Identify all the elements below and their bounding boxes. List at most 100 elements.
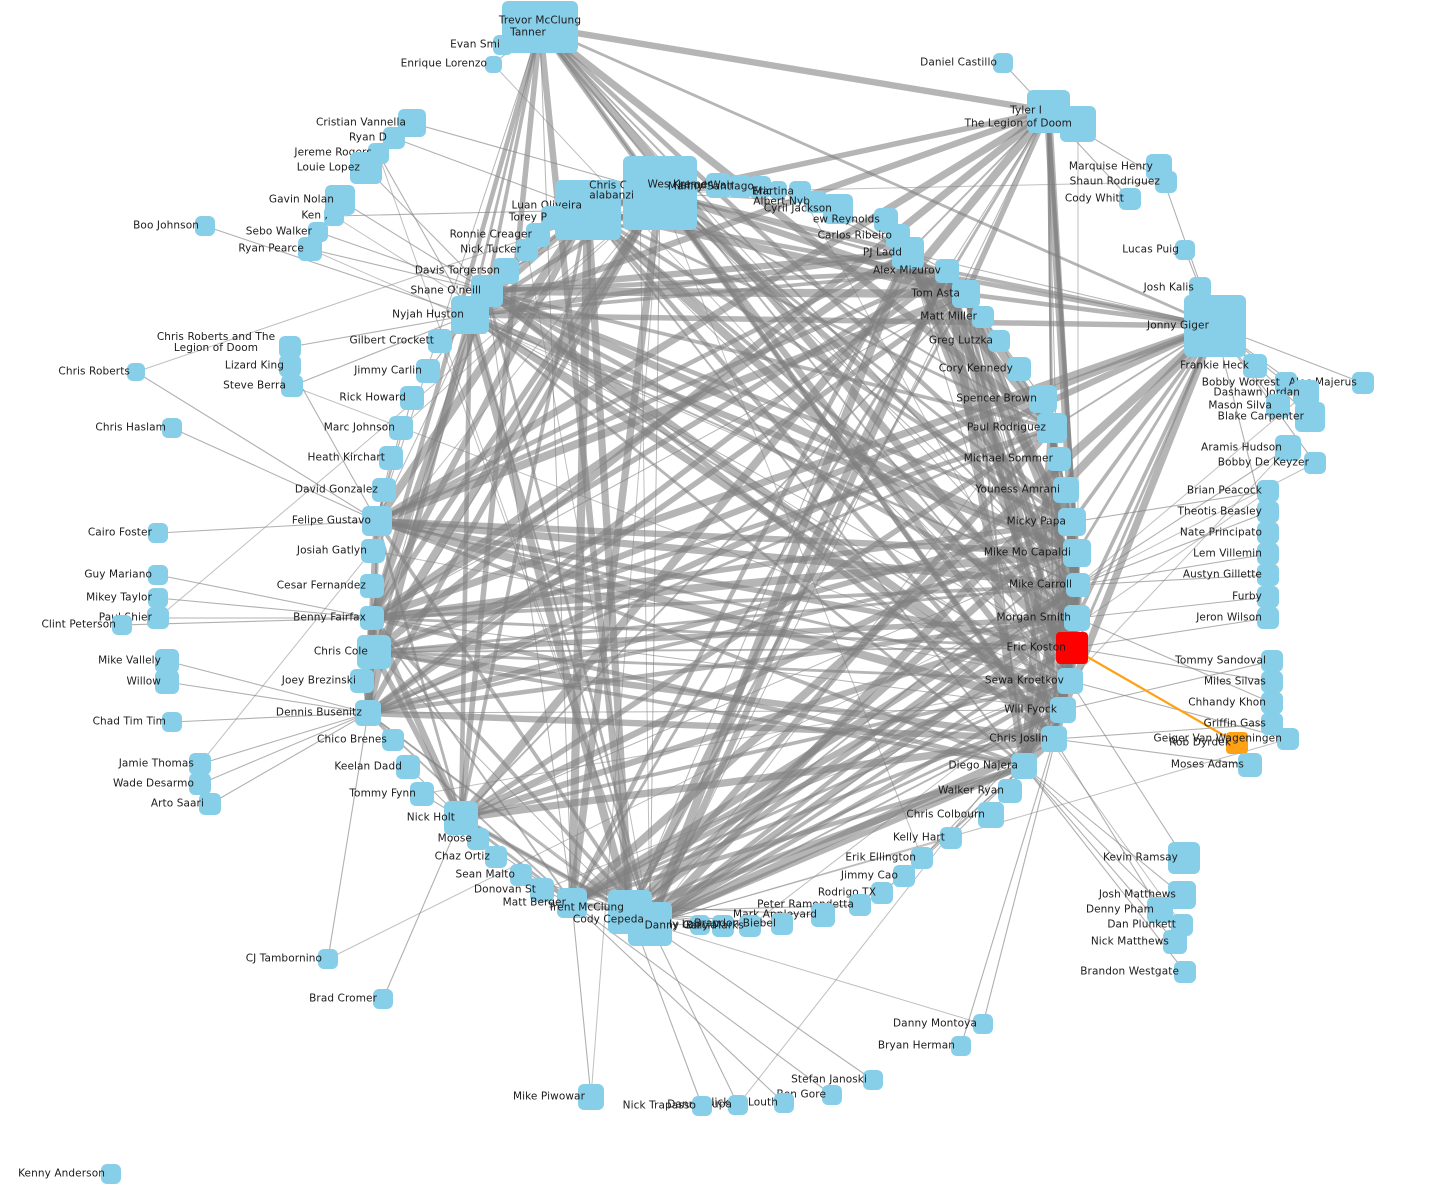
graph-node[interactable] <box>805 191 827 213</box>
graph-node[interactable] <box>372 478 396 502</box>
graph-node[interactable] <box>690 915 710 935</box>
graph-node[interactable] <box>112 615 132 635</box>
graph-node[interactable] <box>416 359 440 383</box>
graph-node[interactable] <box>823 194 853 224</box>
graph-node[interactable] <box>952 280 980 308</box>
graph-node[interactable] <box>1037 413 1067 443</box>
graph-node[interactable] <box>978 802 1004 828</box>
graph-node[interactable] <box>1163 930 1187 954</box>
graph-node[interactable] <box>871 882 893 904</box>
graph-node[interactable] <box>355 700 381 726</box>
graph-node[interactable] <box>162 418 182 438</box>
graph-node[interactable] <box>1257 501 1279 523</box>
graph-node[interactable] <box>1184 295 1246 357</box>
graph-node[interactable] <box>360 574 384 598</box>
graph-node[interactable] <box>1257 543 1279 565</box>
graph-node[interactable] <box>1050 697 1076 723</box>
graph-node[interactable] <box>1041 726 1067 752</box>
graph-node[interactable] <box>189 773 211 795</box>
graph-node[interactable] <box>1275 435 1301 461</box>
graph-node[interactable] <box>396 755 420 779</box>
graph-node[interactable] <box>1058 508 1086 536</box>
graph-node[interactable] <box>1295 402 1325 432</box>
graph-node[interactable] <box>467 828 489 850</box>
graph-node[interactable] <box>1304 452 1326 474</box>
graph-node[interactable] <box>973 1014 993 1034</box>
graph-node[interactable] <box>998 779 1022 803</box>
graph-node[interactable] <box>510 864 532 886</box>
graph-node[interactable] <box>1266 394 1290 418</box>
graph-node[interactable] <box>972 306 994 328</box>
graph-node[interactable] <box>1277 728 1299 750</box>
graph-node[interactable] <box>1011 753 1037 779</box>
graph-node[interactable] <box>1257 586 1279 608</box>
graph-node[interactable] <box>410 782 434 806</box>
graph-node[interactable] <box>148 588 168 608</box>
graph-node[interactable] <box>428 329 452 353</box>
graph-node[interactable] <box>1261 650 1283 672</box>
graph-node[interactable] <box>1257 480 1279 502</box>
graph-node[interactable] <box>382 729 404 751</box>
graph-node[interactable] <box>1057 668 1083 694</box>
graph-node[interactable] <box>485 846 507 868</box>
graph-node[interactable] <box>822 1085 842 1105</box>
graph-node[interactable] <box>155 649 179 673</box>
graph-node[interactable] <box>189 753 211 775</box>
graph-node[interactable] <box>892 237 924 269</box>
graph-node[interactable] <box>493 35 513 55</box>
graph-node[interactable] <box>1275 372 1297 394</box>
graph-node[interactable] <box>728 174 752 198</box>
graph-node[interactable] <box>1243 354 1267 378</box>
graph-node[interactable] <box>389 416 413 440</box>
graph-node[interactable] <box>298 237 322 261</box>
graph-node[interactable] <box>739 915 761 937</box>
graph-node[interactable] <box>893 865 915 887</box>
graph-node[interactable] <box>155 670 179 694</box>
graph-node[interactable] <box>692 1096 712 1116</box>
graph-node[interactable] <box>148 565 168 585</box>
graph-node[interactable] <box>769 181 787 199</box>
graph-node[interactable] <box>379 446 403 470</box>
graph-node[interactable] <box>1257 607 1279 629</box>
graph-node[interactable] <box>1257 522 1279 544</box>
graph-node[interactable] <box>1257 564 1279 586</box>
graph-node[interactable] <box>993 53 1013 73</box>
graph-node[interactable] <box>557 888 587 918</box>
graph-node[interactable] <box>195 216 215 236</box>
graph-node[interactable] <box>1066 573 1090 597</box>
graph-node[interactable] <box>849 894 871 916</box>
graph-node[interactable] <box>728 1095 748 1115</box>
graph-node[interactable] <box>1047 447 1071 471</box>
graph-node[interactable] <box>318 949 338 969</box>
graph-node[interactable] <box>400 386 424 410</box>
graph-node[interactable] <box>1226 732 1248 754</box>
graph-node[interactable] <box>935 259 959 283</box>
graph-node[interactable] <box>705 172 731 198</box>
graph-node[interactable] <box>484 55 502 73</box>
graph-node[interactable] <box>863 1070 883 1090</box>
graph-node[interactable] <box>555 180 621 240</box>
graph-node[interactable] <box>127 363 145 381</box>
graph-node[interactable] <box>1261 692 1283 714</box>
graph-node[interactable] <box>281 375 303 397</box>
graph-node[interactable] <box>1056 632 1088 664</box>
graph-node[interactable] <box>1168 842 1200 874</box>
graph-node[interactable] <box>1261 671 1283 693</box>
graph-node[interactable] <box>1007 357 1031 381</box>
graph-node[interactable] <box>1293 380 1319 406</box>
graph-node[interactable] <box>1064 605 1090 631</box>
graph-node[interactable] <box>1119 188 1141 210</box>
graph-node[interactable] <box>811 903 835 927</box>
graph-node[interactable] <box>1175 240 1195 260</box>
graph-node[interactable] <box>199 793 221 815</box>
graph-node[interactable] <box>1238 753 1262 777</box>
graph-node[interactable] <box>1147 897 1173 923</box>
graph-node[interactable] <box>1155 171 1177 193</box>
graph-node[interactable] <box>911 847 933 869</box>
graph-node[interactable] <box>940 827 962 849</box>
graph-node[interactable] <box>1029 385 1057 413</box>
graph-node[interactable] <box>451 296 489 334</box>
graph-node[interactable] <box>373 989 393 1009</box>
graph-node[interactable] <box>1063 539 1091 567</box>
graph-node[interactable] <box>357 635 391 669</box>
